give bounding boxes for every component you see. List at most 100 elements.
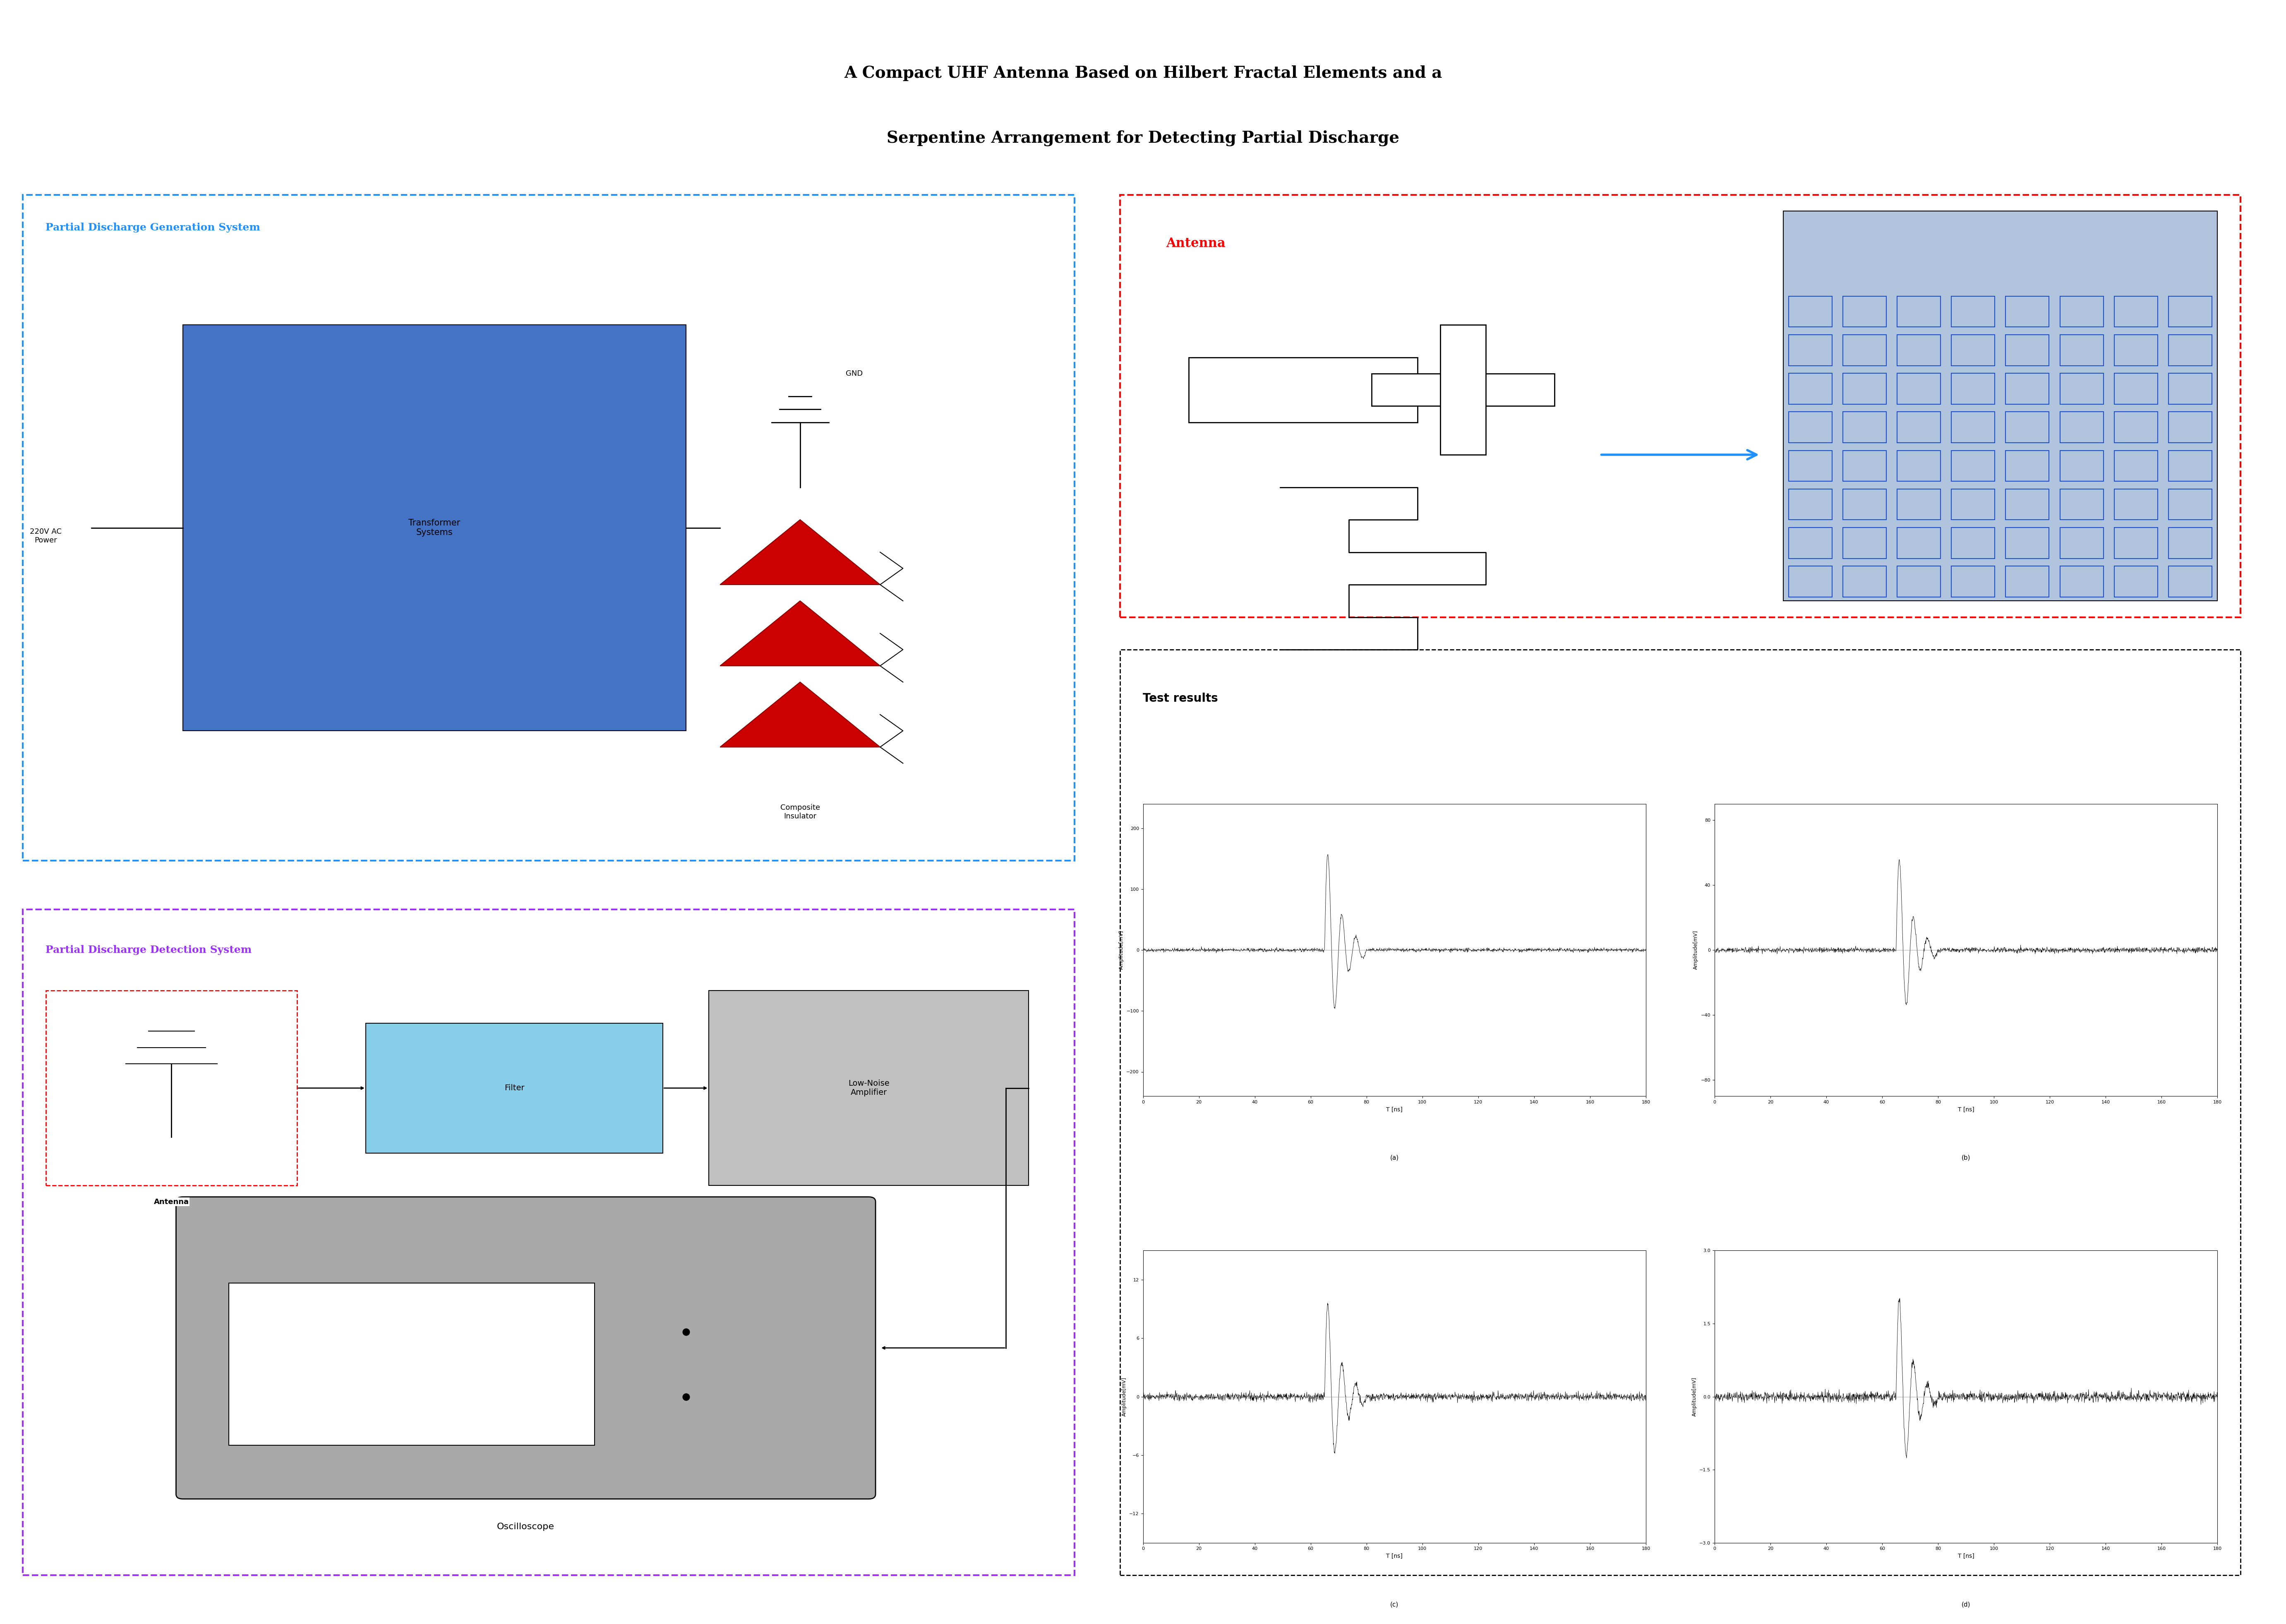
FancyBboxPatch shape	[2032, 380, 2044, 398]
FancyBboxPatch shape	[2195, 495, 2208, 513]
FancyBboxPatch shape	[1815, 572, 1827, 591]
FancyBboxPatch shape	[1957, 380, 1968, 398]
FancyBboxPatch shape	[1815, 495, 1827, 513]
FancyBboxPatch shape	[2009, 417, 2023, 437]
FancyBboxPatch shape	[2087, 534, 2099, 552]
FancyBboxPatch shape	[2064, 572, 2078, 591]
FancyBboxPatch shape	[1902, 417, 1913, 437]
FancyBboxPatch shape	[1957, 302, 1968, 322]
FancyBboxPatch shape	[2119, 341, 2131, 359]
FancyBboxPatch shape	[1870, 534, 1881, 552]
X-axis label: T [ns]: T [ns]	[1957, 1553, 1975, 1559]
FancyBboxPatch shape	[1902, 572, 1913, 591]
FancyArrowPatch shape	[1602, 450, 1756, 460]
FancyBboxPatch shape	[1923, 341, 1936, 359]
FancyBboxPatch shape	[1847, 495, 1861, 513]
FancyBboxPatch shape	[2119, 456, 2131, 476]
X-axis label: T [ns]: T [ns]	[1385, 1553, 1404, 1559]
Y-axis label: Amplitude[mV]: Amplitude[mV]	[1692, 1377, 1696, 1416]
FancyBboxPatch shape	[1957, 534, 1968, 552]
FancyBboxPatch shape	[2119, 417, 2131, 437]
FancyBboxPatch shape	[183, 325, 686, 731]
FancyBboxPatch shape	[1847, 417, 1861, 437]
FancyBboxPatch shape	[1957, 417, 1968, 437]
FancyBboxPatch shape	[1815, 341, 1827, 359]
FancyBboxPatch shape	[2064, 302, 2078, 322]
FancyBboxPatch shape	[1847, 302, 1861, 322]
FancyBboxPatch shape	[2009, 302, 2023, 322]
FancyBboxPatch shape	[2174, 572, 2185, 591]
FancyBboxPatch shape	[1189, 357, 1417, 422]
Text: (a): (a)	[1390, 1155, 1399, 1161]
FancyBboxPatch shape	[1923, 417, 1936, 437]
FancyBboxPatch shape	[2032, 572, 2044, 591]
Text: Partial Discharge Detection System: Partial Discharge Detection System	[46, 945, 251, 955]
Y-axis label: Amplitude[mV]: Amplitude[mV]	[1122, 1377, 1127, 1416]
FancyBboxPatch shape	[2195, 380, 2208, 398]
FancyBboxPatch shape	[1870, 380, 1881, 398]
FancyBboxPatch shape	[2087, 341, 2099, 359]
FancyBboxPatch shape	[2064, 456, 2078, 476]
FancyBboxPatch shape	[1923, 534, 1936, 552]
FancyBboxPatch shape	[2064, 495, 2078, 513]
FancyBboxPatch shape	[1977, 380, 1991, 398]
FancyBboxPatch shape	[1957, 572, 1968, 591]
FancyBboxPatch shape	[1847, 456, 1861, 476]
FancyBboxPatch shape	[2195, 341, 2208, 359]
FancyBboxPatch shape	[2087, 302, 2099, 322]
FancyBboxPatch shape	[1792, 495, 1806, 513]
FancyBboxPatch shape	[2009, 495, 2023, 513]
FancyBboxPatch shape	[1902, 302, 1913, 322]
FancyBboxPatch shape	[2195, 534, 2208, 552]
FancyBboxPatch shape	[2140, 495, 2153, 513]
FancyBboxPatch shape	[2009, 572, 2023, 591]
FancyBboxPatch shape	[2032, 495, 2044, 513]
FancyBboxPatch shape	[2032, 341, 2044, 359]
FancyBboxPatch shape	[2140, 302, 2153, 322]
FancyBboxPatch shape	[1902, 495, 1913, 513]
FancyBboxPatch shape	[229, 1283, 594, 1445]
FancyBboxPatch shape	[1923, 302, 1936, 322]
FancyBboxPatch shape	[1792, 572, 1806, 591]
FancyBboxPatch shape	[1957, 456, 1968, 476]
FancyBboxPatch shape	[2174, 380, 2185, 398]
Polygon shape	[720, 520, 880, 585]
FancyBboxPatch shape	[2009, 456, 2023, 476]
FancyBboxPatch shape	[1977, 341, 1991, 359]
Text: GND: GND	[846, 370, 862, 377]
FancyBboxPatch shape	[2174, 534, 2185, 552]
FancyBboxPatch shape	[2064, 534, 2078, 552]
FancyBboxPatch shape	[2009, 341, 2023, 359]
FancyBboxPatch shape	[2140, 417, 2153, 437]
FancyBboxPatch shape	[2087, 495, 2099, 513]
FancyBboxPatch shape	[1870, 495, 1881, 513]
FancyBboxPatch shape	[1977, 417, 1991, 437]
FancyBboxPatch shape	[1902, 341, 1913, 359]
FancyBboxPatch shape	[1977, 495, 1991, 513]
FancyBboxPatch shape	[2064, 380, 2078, 398]
FancyBboxPatch shape	[2009, 534, 2023, 552]
FancyBboxPatch shape	[176, 1197, 876, 1499]
Text: Partial Discharge Generation System: Partial Discharge Generation System	[46, 222, 261, 232]
FancyBboxPatch shape	[2140, 534, 2153, 552]
FancyBboxPatch shape	[2087, 380, 2099, 398]
FancyBboxPatch shape	[2119, 495, 2131, 513]
FancyBboxPatch shape	[1792, 341, 1806, 359]
FancyBboxPatch shape	[2195, 302, 2208, 322]
FancyBboxPatch shape	[2174, 341, 2185, 359]
FancyBboxPatch shape	[1923, 380, 1936, 398]
FancyBboxPatch shape	[1902, 456, 1913, 476]
FancyBboxPatch shape	[1870, 417, 1881, 437]
FancyBboxPatch shape	[1977, 534, 1991, 552]
Text: Filter: Filter	[505, 1085, 523, 1091]
Text: (d): (d)	[1961, 1601, 1971, 1608]
FancyBboxPatch shape	[2064, 341, 2078, 359]
FancyBboxPatch shape	[2032, 534, 2044, 552]
FancyBboxPatch shape	[2195, 456, 2208, 476]
FancyBboxPatch shape	[2174, 456, 2185, 476]
Text: Antenna: Antenna	[1166, 237, 1225, 250]
FancyBboxPatch shape	[1847, 341, 1861, 359]
FancyBboxPatch shape	[1902, 380, 1913, 398]
FancyBboxPatch shape	[2195, 417, 2208, 437]
FancyBboxPatch shape	[1815, 380, 1827, 398]
